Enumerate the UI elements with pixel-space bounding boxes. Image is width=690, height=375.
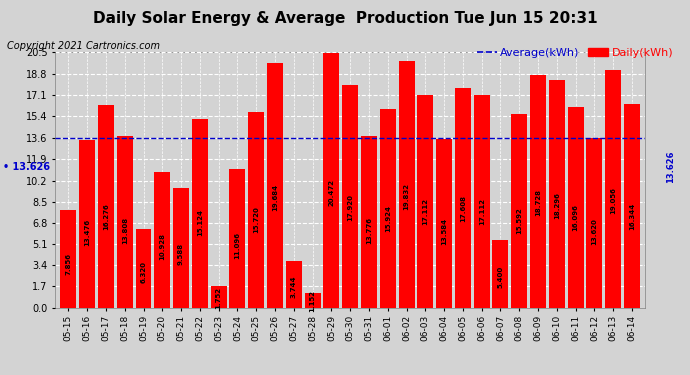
Text: 15.124: 15.124 <box>197 209 203 236</box>
Bar <box>342 85 358 308</box>
Bar <box>605 70 621 308</box>
Bar <box>248 112 264 308</box>
Bar <box>267 63 283 308</box>
Bar <box>380 110 396 308</box>
Bar <box>304 293 321 308</box>
Text: 1.152: 1.152 <box>310 290 315 312</box>
Text: 15.720: 15.720 <box>253 206 259 233</box>
Text: 17.112: 17.112 <box>422 198 428 225</box>
Text: 13.626: 13.626 <box>666 151 675 183</box>
Text: 1.752: 1.752 <box>216 287 221 309</box>
Text: 17.920: 17.920 <box>347 194 353 221</box>
Bar <box>135 229 152 308</box>
Bar <box>210 286 226 308</box>
Bar <box>60 210 77 308</box>
Bar <box>117 136 132 308</box>
Bar <box>417 94 433 308</box>
Bar <box>79 140 95 308</box>
Text: Copyright 2021 Cartronics.com: Copyright 2021 Cartronics.com <box>7 41 160 51</box>
Bar <box>192 119 208 308</box>
Text: 19.832: 19.832 <box>404 183 410 210</box>
Bar <box>286 261 302 308</box>
Text: 19.056: 19.056 <box>610 188 616 214</box>
Legend: Average(kWh), Daily(kWh): Average(kWh), Daily(kWh) <box>472 43 678 62</box>
Bar <box>155 172 170 308</box>
Text: 6.320: 6.320 <box>141 261 146 283</box>
Text: 13.620: 13.620 <box>591 218 598 245</box>
Bar <box>586 138 602 308</box>
Text: 17.608: 17.608 <box>460 195 466 222</box>
Bar <box>474 94 490 308</box>
Text: 16.276: 16.276 <box>103 203 109 230</box>
Text: 16.344: 16.344 <box>629 202 635 229</box>
Bar <box>624 104 640 308</box>
Text: 16.096: 16.096 <box>573 204 579 231</box>
Bar <box>493 240 509 308</box>
Text: 13.476: 13.476 <box>84 219 90 246</box>
Bar <box>511 114 527 308</box>
Text: 20.472: 20.472 <box>328 179 335 206</box>
Text: 5.400: 5.400 <box>497 266 504 288</box>
Bar <box>549 80 565 308</box>
Text: 13.808: 13.808 <box>121 217 128 244</box>
Text: 15.924: 15.924 <box>385 205 391 232</box>
Text: 15.592: 15.592 <box>516 207 522 234</box>
Bar <box>530 75 546 308</box>
Bar <box>455 88 471 308</box>
Text: 17.112: 17.112 <box>479 198 484 225</box>
Text: 13.776: 13.776 <box>366 217 372 244</box>
Text: 3.744: 3.744 <box>290 275 297 298</box>
Text: 18.728: 18.728 <box>535 189 541 216</box>
Bar <box>230 170 246 308</box>
Text: Daily Solar Energy & Average  Production Tue Jun 15 20:31: Daily Solar Energy & Average Production … <box>92 11 598 26</box>
Bar <box>98 105 114 308</box>
Text: 11.096: 11.096 <box>235 232 240 259</box>
Text: 19.684: 19.684 <box>272 184 278 211</box>
Bar <box>324 53 339 307</box>
Text: • 13.626: • 13.626 <box>3 162 50 172</box>
Bar <box>436 138 452 308</box>
Text: 7.856: 7.856 <box>66 252 71 274</box>
Bar <box>361 136 377 308</box>
Text: 13.584: 13.584 <box>441 218 447 245</box>
Bar <box>173 188 189 308</box>
Text: 10.928: 10.928 <box>159 233 166 260</box>
Bar <box>399 61 415 308</box>
Bar <box>568 107 584 308</box>
Text: 9.588: 9.588 <box>178 243 184 265</box>
Text: 18.296: 18.296 <box>554 192 560 219</box>
